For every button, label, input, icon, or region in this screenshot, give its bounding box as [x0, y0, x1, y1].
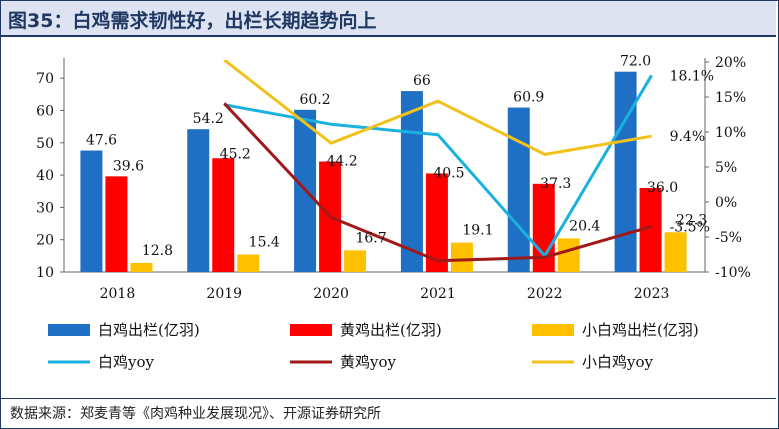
line-yellow-yoy — [223, 102, 652, 263]
bar-value-label: 72.0 — [620, 54, 651, 70]
y-left-tick-label: 30 — [36, 200, 54, 216]
y-right-tick-label: 5% — [715, 160, 737, 176]
bar-value-label: 16.7 — [355, 230, 386, 246]
bar-value-label: 60.2 — [299, 92, 330, 108]
legend-swatch — [48, 324, 90, 336]
line-end-label: 18.1% — [670, 68, 714, 84]
legend-label: 黄鸡yoy — [340, 353, 397, 371]
x-tick-label: 2023 — [634, 286, 670, 302]
bar-value-label: 22.3 — [676, 212, 707, 228]
chart-axes: 10 20 30 40 50 60 70 -10% -5% 0% 5% 10% 15% 20% 2018 20… — [36, 55, 751, 302]
title-divider — [1, 35, 776, 37]
legend-label: 白鸡出栏(亿羽) — [98, 321, 200, 339]
line-group — [223, 60, 653, 263]
bar-small-2018 — [130, 262, 153, 272]
bar-value-label: 12.8 — [142, 243, 173, 259]
bar-value-label: 40.5 — [433, 165, 464, 181]
legend-label: 白鸡yoy — [98, 353, 155, 371]
y-right-tick-label: 20% — [715, 55, 746, 71]
y-right-tick-label: 10% — [715, 125, 746, 141]
bar-white-2021 — [400, 91, 423, 272]
y-left-tick-label: 50 — [36, 136, 54, 152]
y-right-tick-label: -5% — [715, 230, 742, 246]
page-title: 图35：白鸡需求韧性好，出栏长期趋势向上 — [8, 10, 377, 32]
y-right-tick-label: 15% — [715, 90, 746, 106]
y-left-tick-label: 60 — [36, 103, 54, 119]
line-small-yoy — [223, 60, 652, 156]
title-bar: 图35：白鸡需求韧性好，出栏长期趋势向上 — [1, 1, 776, 35]
bar-yellow-2021 — [425, 173, 448, 272]
x-tick-label: 2022 — [527, 286, 563, 302]
x-tick-label: 2018 — [100, 286, 136, 302]
bar-value-label: 60.9 — [513, 90, 544, 106]
y-left-tick-label: 10 — [36, 265, 54, 281]
legend: 白鸡出栏(亿羽) 黄鸡出栏(亿羽) 小白鸡出栏(亿羽) 白鸡yoy 黄鸡yoy 小白鸡yo… — [48, 321, 699, 371]
y-left-tick-label: 40 — [36, 168, 54, 184]
y-right-tick-label: 0% — [715, 195, 737, 211]
bar-value-label: 19.1 — [462, 223, 493, 239]
line-end-label: 9.4% — [670, 129, 706, 145]
legend-label: 黄鸡出栏(亿羽) — [340, 321, 442, 339]
x-tick-label: 2019 — [206, 286, 242, 302]
bar-value-label: 44.2 — [326, 154, 357, 170]
bar-white-2023 — [614, 71, 637, 272]
y-left-tick-label: 70 — [36, 71, 54, 87]
x-tick-label: 2021 — [420, 286, 456, 302]
bar-value-label: 54.2 — [193, 111, 224, 127]
bar-white-2018 — [80, 150, 103, 272]
y-right-tick-label: -10% — [715, 265, 751, 281]
data-label-group: 47.6 54.2 60.2 66 60.9 72.0 39.6 45.2 44.2 40.5 37… — [86, 54, 714, 259]
y-left-tick-label: 20 — [36, 233, 54, 249]
line-white-yoy — [223, 74, 653, 258]
bar-value-label: 39.6 — [113, 158, 144, 174]
legend-swatch — [532, 324, 574, 336]
bar-yellow-2023 — [639, 188, 662, 272]
bar-yellow-2019 — [212, 158, 235, 272]
source-note: 数据来源：郑麦青等《肉鸡种业发展现况》、开源证券研究所 — [10, 406, 381, 422]
line-end-label: -3.5% — [670, 220, 710, 236]
legend-label: 小白鸡出栏(亿羽) — [582, 321, 699, 339]
bar-value-label: 66 — [413, 73, 431, 89]
bar-small-2019 — [237, 254, 260, 272]
bar-small-2020 — [344, 250, 367, 272]
bar-small-2023 — [664, 232, 687, 272]
bar-small-2021 — [450, 242, 473, 272]
bar-value-label: 36.0 — [647, 180, 678, 196]
bar-value-label: 47.6 — [86, 133, 117, 149]
bar-white-2022 — [507, 107, 530, 272]
bar-white-2019 — [187, 129, 210, 272]
bar-value-label: 15.4 — [249, 235, 280, 251]
bar-small-2022 — [557, 238, 580, 272]
x-tick-label: 2020 — [313, 286, 349, 302]
source-divider — [1, 398, 776, 399]
bar-value-label: 37.3 — [540, 176, 571, 192]
legend-swatch — [290, 324, 332, 336]
bar-yellow-2018 — [105, 176, 128, 272]
legend-label: 小白鸡yoy — [582, 353, 654, 371]
bar-value-label: 20.4 — [569, 218, 600, 234]
bar-value-label: 45.2 — [220, 146, 251, 162]
